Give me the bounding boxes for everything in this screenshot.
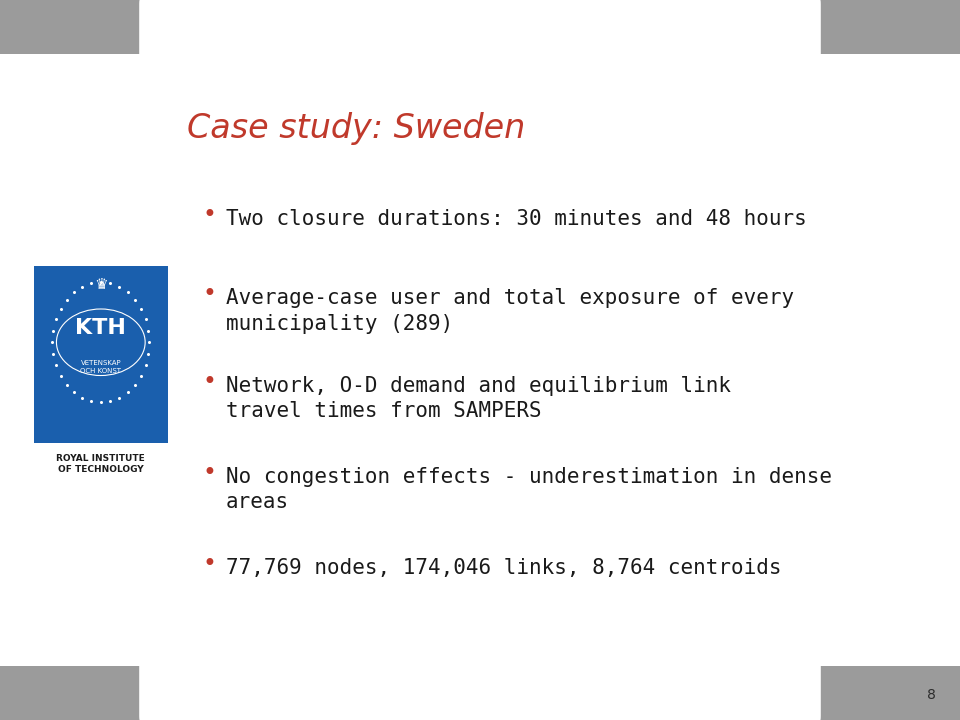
Text: •: • [203, 461, 216, 485]
Text: ♛: ♛ [94, 276, 108, 292]
Text: Average-case user and total exposure of every
municipality (289): Average-case user and total exposure of … [226, 288, 794, 333]
Text: •: • [203, 203, 216, 227]
Text: Two closure durations: 30 minutes and 48 hours: Two closure durations: 30 minutes and 48… [226, 209, 806, 229]
Text: 77,769 nodes, 174,046 links, 8,764 centroids: 77,769 nodes, 174,046 links, 8,764 centr… [226, 558, 781, 578]
Text: •: • [203, 370, 216, 394]
Text: No congestion effects - underestimation in dense
areas: No congestion effects - underestimation … [226, 467, 831, 512]
Text: Network, O-D demand and equilibrium link
travel times from SAMPERS: Network, O-D demand and equilibrium link… [226, 376, 731, 421]
Text: •: • [203, 552, 216, 576]
Bar [34, 266, 168, 443]
FancyBboxPatch shape [139, 0, 821, 115]
Text: VETENSKAP
OCH KONST: VETENSKAP OCH KONST [81, 360, 121, 374]
Text: Case study: Sweden: Case study: Sweden [187, 112, 525, 145]
Text: 8: 8 [927, 688, 936, 702]
Text: KTH: KTH [76, 318, 126, 338]
Bar [0, 54, 960, 666]
Text: ROYAL INSTITUTE
OF TECHNOLOGY: ROYAL INSTITUTE OF TECHNOLOGY [57, 454, 145, 474]
Text: •: • [203, 282, 216, 306]
FancyBboxPatch shape [139, 605, 821, 720]
